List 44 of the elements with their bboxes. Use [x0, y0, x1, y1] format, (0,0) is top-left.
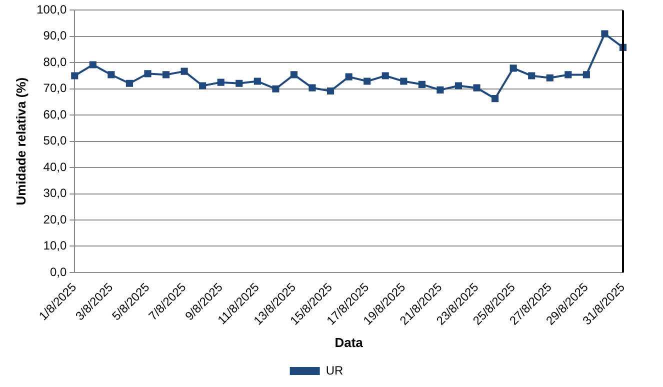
y-tick-label: 100,0 [36, 2, 67, 17]
point [71, 72, 78, 80]
legend-label: UR [326, 363, 344, 378]
y-tick-label: 30,0 [43, 186, 67, 200]
point [454, 82, 462, 90]
y-tick-label: 40,0 [43, 160, 67, 174]
point [528, 72, 536, 80]
point [290, 71, 298, 78]
point [199, 82, 206, 90]
point [492, 95, 499, 102]
y-tick-label: 90,0 [43, 28, 67, 43]
point [418, 80, 426, 88]
point [436, 86, 444, 94]
point [217, 78, 224, 86]
y-tick-label: 50,0 [43, 134, 67, 148]
point [473, 84, 480, 92]
point [582, 71, 590, 78]
point [345, 73, 352, 80]
point [180, 68, 188, 75]
point [162, 71, 170, 78]
point [510, 64, 517, 72]
point [601, 30, 608, 38]
point [546, 74, 554, 82]
x-axis-title: Data [334, 334, 364, 350]
point [254, 78, 261, 85]
point [382, 72, 389, 80]
y-tick-label: 80,0 [43, 54, 67, 69]
point [308, 84, 316, 92]
point [564, 71, 572, 78]
point [236, 80, 243, 87]
y-tick-label: 60,0 [43, 107, 67, 122]
point [327, 87, 334, 95]
y-axis-title: Umidade relativa (%) [13, 77, 28, 206]
point [89, 61, 96, 68]
point [364, 78, 371, 85]
y-tick-label: 10,0 [43, 238, 67, 253]
point [108, 71, 115, 78]
point [144, 70, 152, 78]
y-tick-label: 70,0 [43, 81, 67, 96]
y-tick-label: 20,0 [43, 212, 67, 226]
point [400, 78, 408, 85]
point [272, 85, 280, 92]
y-tick-label: 0,0 [50, 264, 67, 279]
point [126, 80, 133, 87]
